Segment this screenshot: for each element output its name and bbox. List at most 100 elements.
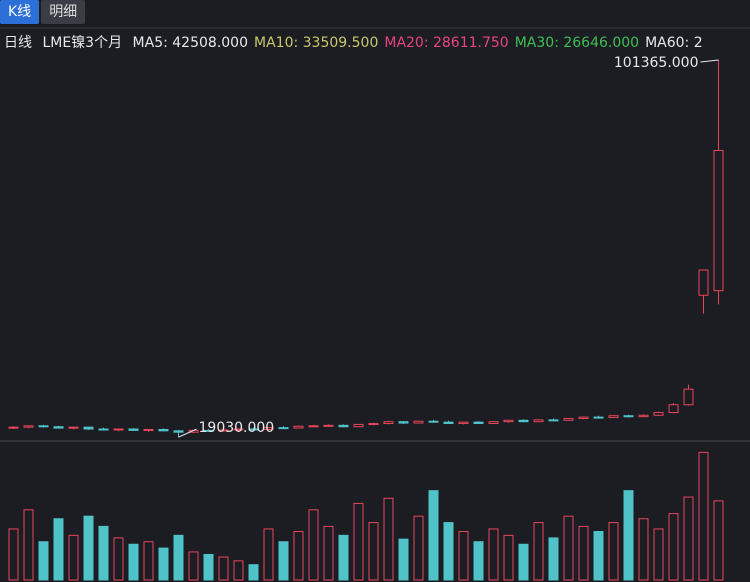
volume-bar [113,537,124,581]
volume-bar [278,541,289,581]
volume-bar [668,513,679,581]
candle-body [683,388,694,406]
ma-label: MA20: 28611.750 [384,35,509,51]
volume-bar [173,534,184,581]
candle-body [503,419,514,423]
volume-bar [83,515,94,581]
candle-body [638,414,649,418]
volume-bar [263,528,274,581]
candle-body [68,426,79,429]
candle-body [428,420,439,423]
tabs: K线 明细 [0,0,86,26]
volume-bar [8,528,19,581]
volume-bar [533,522,544,581]
candle-body [128,428,139,431]
volume-bar [428,490,439,581]
volume-bar [653,528,664,581]
volume-bar [293,531,304,581]
candle-body [248,428,259,431]
candle-body [278,427,289,430]
volume-bar [593,531,604,581]
candle-body [383,421,394,425]
candle-body [8,426,19,429]
candle-body [293,425,304,429]
candle-body [548,419,559,422]
volume-bar [203,553,214,581]
volume-bar [308,509,319,581]
volume-bar [548,537,559,581]
volume-bar [68,534,79,581]
candle-body [608,415,619,419]
volume-bar [698,451,709,581]
ma-label: MA5: 42508.000 [132,35,248,51]
volume-bar [23,509,34,581]
volume-bar [683,496,694,581]
candle-body [143,428,154,431]
volume-bar [623,490,634,581]
volume-bar [383,497,394,581]
period: 日线 [4,35,32,51]
volume-bar [713,500,724,581]
volume-bar [323,525,334,581]
low-label: 19030.000 [199,420,275,436]
ma-label: MA30: 26646.000 [514,35,640,51]
volume-bar [563,515,574,581]
volume-bar [53,518,64,581]
volume-bar [458,531,469,581]
candle-body [98,428,109,431]
volume-bar [413,515,424,581]
volume-bar [218,556,229,581]
volume-bar [188,551,199,581]
volume-bar [473,541,484,581]
volume-bar [443,522,454,581]
volume-bar [248,564,259,581]
candle-body [158,428,169,432]
candle-body [308,425,319,428]
candle-body [578,416,589,419]
volume-bar [638,518,649,581]
candle-body [668,404,679,414]
candle-body [458,421,469,425]
header: 日线 LME镍3个月 MA5: 42508.000 MA10: 33509.500… [4,32,750,52]
candle-body [593,416,604,419]
candle-body [53,426,64,429]
candle-body [263,427,274,430]
candle-body [518,419,529,423]
high-label: 101365.000 [614,55,699,71]
candle-body [83,426,94,430]
candle-body [173,430,184,433]
candle-body [353,423,364,428]
ma-label: MA60: 2 [645,35,703,51]
candle-body [338,424,349,428]
candle-body [698,269,709,296]
candle-body [413,420,424,424]
volume-bar [338,534,349,581]
volume-bar [398,538,409,581]
candle-body [398,421,409,424]
candle-body [38,425,49,428]
candle-body [323,424,334,427]
tab[interactable]: 明细 [41,0,86,24]
volume-bar [608,522,619,581]
candle-body [533,419,544,423]
candle-body [368,423,379,426]
volume-bar [98,525,109,581]
volume-bar [38,541,49,581]
candle-body [218,429,229,432]
symbol: LME镍3个月 [42,35,123,51]
low-pointer [178,428,197,438]
candle-body [443,421,454,425]
volume-bar [518,543,529,581]
candle-body [233,428,244,431]
candle-body [23,425,34,428]
volume-bar [368,522,379,581]
candle-body [488,421,499,425]
volume-bar [233,560,244,581]
tab[interactable]: K线 [0,0,40,24]
volume-bar [128,543,139,581]
candle-body [473,421,484,425]
candle-body [713,149,724,292]
candle-body [623,415,634,418]
